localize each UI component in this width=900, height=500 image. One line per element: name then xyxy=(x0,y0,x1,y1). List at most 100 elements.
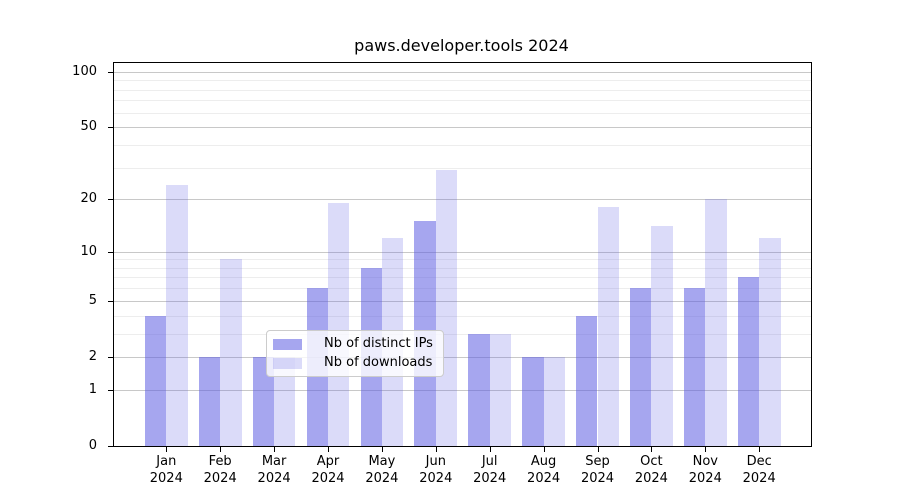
x-tick-year: 2024 xyxy=(688,471,722,486)
gridline-minor xyxy=(114,277,811,279)
y-tick xyxy=(108,199,113,201)
legend-label-downloads: Nb of downloads xyxy=(324,355,433,370)
legend-label-distinct-ips: Nb of distinct IPs xyxy=(324,336,433,351)
x-tick-month: Aug xyxy=(530,454,557,469)
y-tick-label: 1 xyxy=(88,381,97,397)
x-tick-year: 2024 xyxy=(473,471,507,486)
gridline-minor xyxy=(114,144,811,146)
bar-nb-of-distinct-ips-jan xyxy=(144,315,167,446)
gridline-minor xyxy=(114,112,811,114)
legend-item-downloads: Nb of downloads xyxy=(273,355,433,371)
x-tick xyxy=(328,447,329,452)
x-tick xyxy=(435,447,437,452)
bar-nb-of-downloads-dec xyxy=(759,238,781,446)
bar-nb-of-downloads-mar xyxy=(274,356,296,446)
x-tick-month: Apr xyxy=(316,454,340,469)
legend-swatch-downloads xyxy=(273,357,302,369)
gridline-major xyxy=(114,199,811,201)
x-tick xyxy=(274,447,276,452)
y-tick xyxy=(108,446,113,447)
legend-swatch-distinct-ips xyxy=(273,338,302,350)
x-tick-label: Apr 2024 xyxy=(288,453,368,487)
x-tick-month: Jun xyxy=(425,454,446,469)
x-tick-month: Oct xyxy=(640,454,663,469)
x-tick xyxy=(543,447,545,452)
gridline-minor xyxy=(114,315,811,317)
y-tick xyxy=(108,356,113,358)
bar-nb-of-distinct-ips-jul xyxy=(468,333,490,446)
gridline-minor xyxy=(114,100,811,102)
x-tick-month: Mar xyxy=(261,454,287,469)
chart-title: paws.developer.tools 2024 xyxy=(354,36,569,55)
gridline-minor xyxy=(114,288,811,290)
x-tick-label: Mar 2024 xyxy=(234,453,314,487)
y-tick xyxy=(108,71,113,73)
x-tick-year: 2024 xyxy=(257,471,291,486)
bar-nb-of-distinct-ips-dec xyxy=(737,277,760,446)
x-tick xyxy=(597,447,599,452)
legend: Nb of distinct IPs Nb of downloads xyxy=(266,330,444,377)
x-tick-label: Dec 2024 xyxy=(719,453,799,487)
bar-nb-of-downloads-aug xyxy=(543,356,565,446)
gridline-minor xyxy=(114,89,811,91)
y-tick-label: 20 xyxy=(80,191,97,207)
gridline-minor xyxy=(114,333,811,335)
bar-nb-of-downloads-sep xyxy=(597,207,619,446)
gridline-major xyxy=(114,251,811,253)
x-tick xyxy=(166,447,168,452)
x-tick-year: 2024 xyxy=(149,471,183,486)
x-tick xyxy=(759,447,761,452)
x-tick-label: Oct 2024 xyxy=(611,453,691,487)
x-tick-month: Feb xyxy=(208,454,232,469)
x-tick-year: 2024 xyxy=(365,471,399,486)
gridline-major xyxy=(114,389,811,391)
x-tick-year: 2024 xyxy=(634,471,668,486)
bar-nb-of-downloads-jul xyxy=(489,333,512,446)
x-tick xyxy=(651,447,653,452)
x-tick-label: Jul 2024 xyxy=(450,453,530,487)
x-tick xyxy=(381,447,383,452)
bar-nb-of-downloads-feb xyxy=(220,259,242,446)
x-tick-year: 2024 xyxy=(311,471,345,486)
x-tick-year: 2024 xyxy=(419,471,453,486)
x-tick-label: Jan 2024 xyxy=(126,453,206,487)
x-tick-month: Jan xyxy=(156,454,177,469)
y-tick-label: 10 xyxy=(80,243,97,259)
x-tick xyxy=(489,447,491,452)
bar-nb-of-distinct-ips-mar xyxy=(252,356,275,446)
x-tick-year: 2024 xyxy=(742,471,776,486)
gridline-minor xyxy=(114,80,811,82)
gridline-major xyxy=(114,356,811,358)
x-tick-label: Aug 2024 xyxy=(504,453,584,487)
x-tick xyxy=(220,447,222,452)
legend-item-distinct-ips: Nb of distinct IPs xyxy=(273,336,433,352)
y-tick-label: 0 xyxy=(88,438,97,453)
x-tick xyxy=(705,447,707,452)
gridline-major xyxy=(114,127,811,129)
x-tick-month: Jul xyxy=(481,454,498,469)
bar-nb-of-distinct-ips-nov xyxy=(683,288,706,446)
bar-nb-of-downloads-jun xyxy=(435,170,458,446)
y-tick-label: 2 xyxy=(88,348,97,364)
x-tick-month: Nov xyxy=(692,454,718,469)
y-tick-label: 5 xyxy=(88,292,97,308)
bar-nb-of-downloads-apr xyxy=(328,203,350,446)
y-tick-label: 100 xyxy=(72,63,97,79)
x-tick-year: 2024 xyxy=(580,471,615,486)
plot-area xyxy=(113,62,812,447)
y-tick xyxy=(108,127,113,129)
x-tick-month: Dec xyxy=(746,454,772,469)
y-tick xyxy=(108,251,113,253)
x-tick-year: 2024 xyxy=(527,471,561,486)
gridline-minor xyxy=(114,259,811,261)
bar-nb-of-distinct-ips-aug xyxy=(522,356,544,446)
bar-nb-of-distinct-ips-sep xyxy=(576,315,598,446)
bar-nb-of-downloads-nov xyxy=(705,199,727,446)
gridline-major xyxy=(114,71,811,73)
x-tick-label: Nov 2024 xyxy=(665,453,745,487)
x-tick-label: Jun 2024 xyxy=(396,453,476,487)
bar-nb-of-downloads-jan xyxy=(166,184,188,446)
x-tick-month: May xyxy=(368,454,396,469)
y-tick-label: 50 xyxy=(80,119,97,135)
